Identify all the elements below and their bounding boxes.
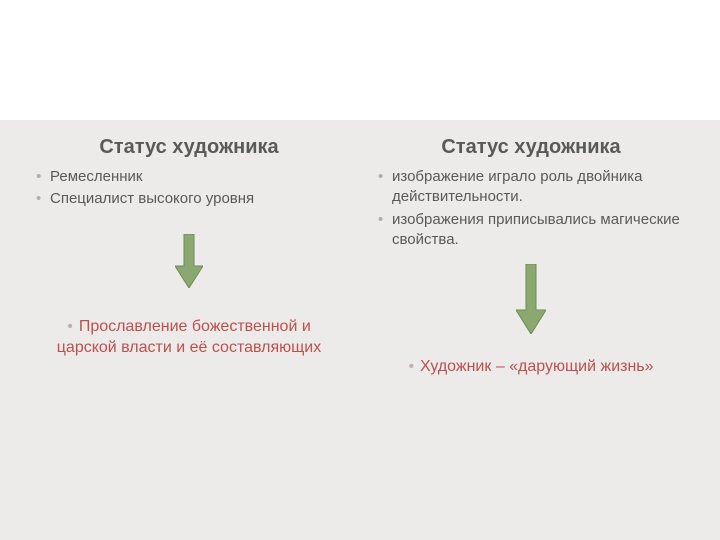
arrow-down-icon — [175, 234, 203, 288]
right-arrow-wrap — [378, 264, 684, 334]
right-conclusion-text: Художник – «дарующий жизнь» — [420, 358, 654, 375]
left-heading: Статус художника — [36, 136, 342, 159]
left-bullet-item: Ремесленник — [36, 167, 342, 187]
left-bullet-item: Специалист высокого уровня — [36, 189, 342, 209]
left-conclusion: •Прославление божественной и царской вла… — [36, 316, 342, 359]
left-conclusion-text: Прославление божественной и царской влас… — [57, 318, 321, 357]
right-bullet-item: изображение играло роль двойника действи… — [378, 167, 684, 208]
right-column: Статус художника изображение играло роль… — [360, 112, 702, 378]
content-columns: Статус художника Ремесленник Специалист … — [0, 112, 720, 378]
right-heading: Статус художника — [378, 136, 684, 159]
left-arrow-wrap — [36, 234, 342, 288]
title-band — [0, 0, 720, 120]
bullet-icon: • — [67, 318, 73, 335]
right-conclusion: • Художник – «дарующий жизнь» — [378, 356, 684, 378]
right-bullet-item: изображения приписывались магические сво… — [378, 210, 684, 251]
bullet-icon: • — [408, 358, 414, 375]
right-bullet-list: изображение играло роль двойника действи… — [378, 167, 684, 250]
left-bullet-list: Ремесленник Специалист высокого уровня — [36, 167, 342, 210]
arrow-down-icon — [516, 264, 546, 334]
left-column: Статус художника Ремесленник Специалист … — [18, 112, 360, 378]
